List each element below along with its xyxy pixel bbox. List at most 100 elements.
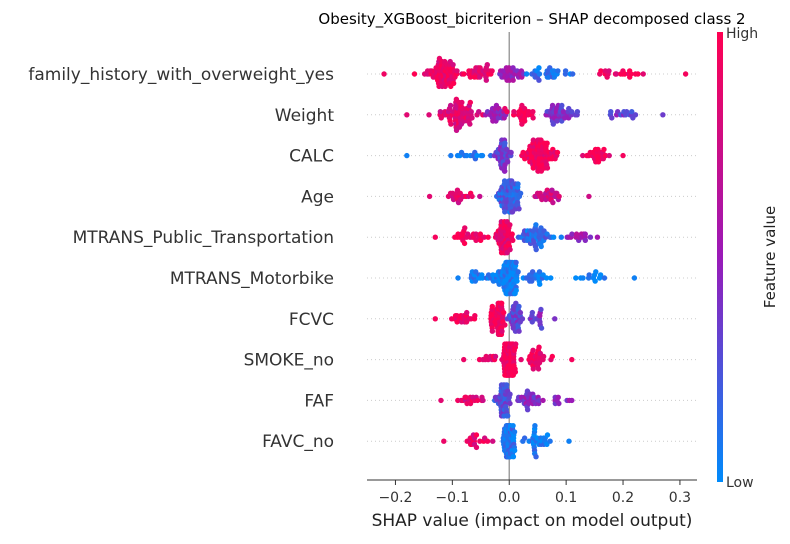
shap-point	[550, 199, 556, 206]
shap-point	[426, 193, 433, 200]
shap-point	[524, 407, 531, 413]
shap-point	[477, 193, 483, 200]
shap-point	[509, 231, 515, 237]
shap-point	[569, 397, 575, 404]
shap-point	[582, 237, 589, 243]
shap-point	[469, 193, 475, 200]
shap-point	[517, 190, 524, 196]
shap-point	[531, 394, 537, 400]
shap-point	[510, 237, 516, 243]
shap-point	[516, 206, 522, 212]
shap-point	[631, 275, 638, 281]
shap-point	[582, 231, 588, 237]
shap-point	[515, 181, 521, 187]
shap-points	[381, 55, 689, 460]
shap-point	[554, 149, 561, 156]
shap-point	[441, 438, 447, 444]
shap-point	[592, 278, 598, 284]
shap-point	[404, 112, 410, 118]
shap-point	[555, 68, 561, 74]
shap-point	[450, 80, 457, 87]
shap-point	[467, 99, 474, 106]
shap-point	[499, 328, 505, 334]
shap-point	[562, 68, 569, 74]
feature-label: family_history_with_overweight_yes	[28, 65, 334, 85]
feature-label: MTRANS_Public_Transportation	[73, 228, 334, 248]
shap-point	[463, 394, 469, 400]
shap-point	[484, 438, 491, 444]
shap-point	[519, 316, 526, 322]
shap-point	[511, 429, 518, 435]
colorbar-axis-label: Feature value	[761, 206, 779, 308]
feature-label: SMOKE_no	[244, 351, 334, 371]
shap-point	[566, 438, 572, 444]
shap-point	[513, 341, 519, 347]
shap-point	[490, 438, 496, 444]
shap-point	[533, 454, 539, 460]
shap-point	[438, 397, 444, 404]
shap-point	[511, 109, 517, 115]
shap-point	[536, 344, 542, 350]
feature-label: FAVC_no	[262, 432, 334, 452]
shap-point	[512, 369, 519, 375]
shap-point	[660, 112, 666, 118]
shap-point	[536, 269, 543, 275]
shap-point	[502, 140, 508, 146]
shap-point	[432, 316, 438, 322]
shap-point	[538, 306, 544, 313]
shap-point	[573, 275, 579, 281]
shap-point	[473, 432, 480, 438]
x-tick-label: 0.1	[555, 490, 577, 506]
shap-point	[510, 423, 516, 429]
shap-point	[483, 77, 490, 83]
shap-point	[514, 278, 520, 284]
shap-point	[544, 165, 551, 171]
shap-point	[464, 309, 470, 316]
shap-point	[559, 102, 565, 109]
shap-point	[468, 109, 474, 115]
shap-point	[522, 118, 528, 124]
shap-point	[538, 137, 544, 143]
shap-point	[502, 209, 508, 215]
feature-label: CALC	[289, 147, 334, 167]
shap-point	[568, 109, 575, 115]
shap-point	[437, 109, 444, 115]
shap-point	[447, 102, 454, 109]
shap-point	[540, 272, 546, 278]
shap-point	[454, 68, 460, 74]
shap-point	[598, 68, 604, 74]
shap-point	[620, 152, 626, 159]
shap-point	[544, 140, 550, 146]
shap-point	[461, 71, 467, 77]
shap-point	[536, 65, 542, 71]
shap-point	[511, 447, 518, 454]
shap-point	[507, 246, 513, 253]
shap-point	[533, 246, 539, 253]
shap-point	[469, 115, 475, 121]
shap-point	[536, 77, 542, 83]
shap-point	[535, 366, 542, 372]
shap-point	[574, 109, 581, 115]
shap-point	[503, 382, 510, 388]
shap-point	[569, 231, 575, 237]
shap-point	[533, 222, 539, 228]
shap-point	[474, 397, 481, 404]
shap-point	[613, 71, 620, 77]
shap-point	[629, 109, 635, 115]
shap-point	[467, 121, 473, 127]
feature-label: MTRANS_Motorbike	[170, 269, 334, 289]
shap-point	[529, 278, 535, 284]
x-tick-label: 0.2	[612, 490, 634, 506]
shap-point	[476, 109, 482, 115]
shap-point	[498, 300, 505, 306]
shap-point	[556, 400, 562, 407]
shap-point	[606, 68, 612, 74]
shap-point	[544, 432, 551, 438]
shap-point	[461, 356, 467, 363]
shap-point	[597, 272, 604, 278]
shap-point	[518, 356, 524, 363]
shap-point	[532, 423, 538, 429]
shap-point	[513, 287, 519, 294]
